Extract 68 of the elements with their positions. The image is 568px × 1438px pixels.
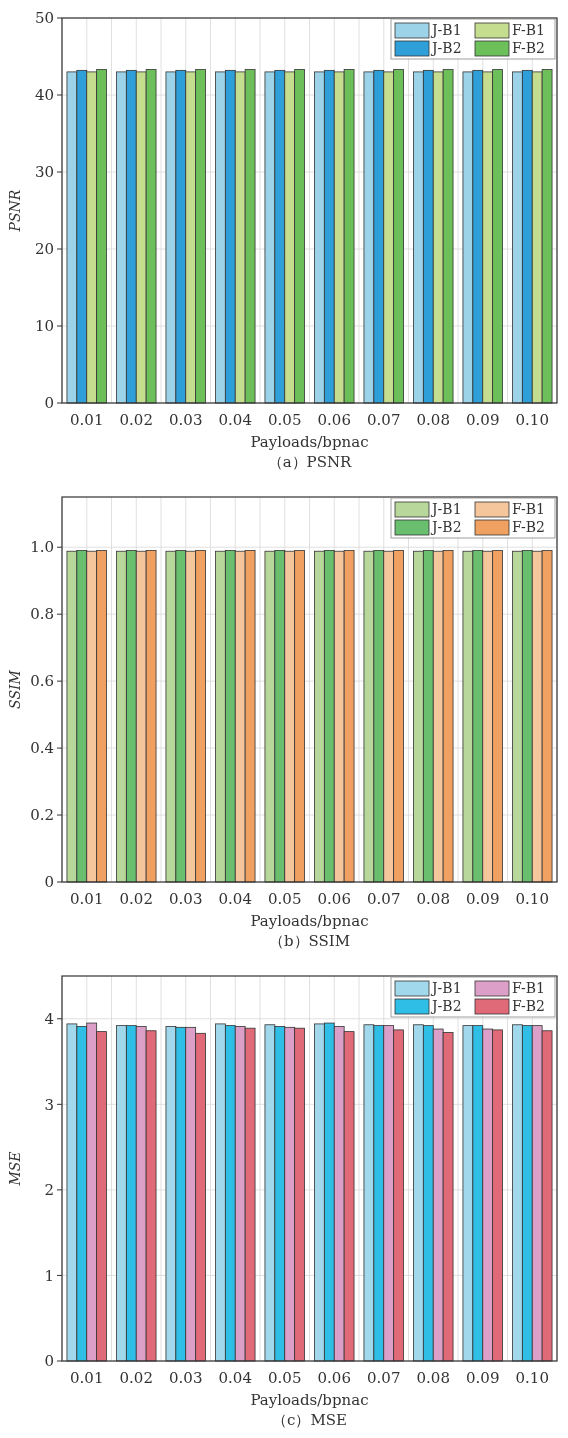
- x-tick-label: 0.03: [169, 890, 203, 908]
- x-tick-label: 0.05: [268, 411, 302, 429]
- x-tick-label: 0.03: [169, 411, 203, 429]
- x-tick-label: 0.07: [367, 411, 401, 429]
- x-tick-label: 0.01: [70, 1369, 104, 1387]
- x-tick-label: 0.04: [218, 411, 252, 429]
- x-tick-label: 0.09: [466, 890, 500, 908]
- x-tick-label: 0.10: [515, 1369, 549, 1387]
- legend-label: F-B2: [512, 998, 546, 1015]
- x-tick-label: 0.02: [119, 411, 153, 429]
- y-tick-label: 0.6: [30, 672, 54, 691]
- text: （a）PSNR: [267, 453, 353, 471]
- x-tick-label: 0.10: [515, 411, 549, 429]
- x-tick-label: 0.07: [367, 1369, 401, 1387]
- y-tick-label: 4: [44, 1010, 54, 1029]
- x-tick-label: 0.01: [70, 411, 104, 429]
- legend-label: F-B1: [512, 980, 546, 997]
- y-axis-title: SSIM: [7, 669, 23, 709]
- x-tick-label: 0.04: [218, 1369, 252, 1387]
- y-tick-label: 0: [44, 394, 54, 413]
- legend-label: J-B2: [430, 40, 462, 57]
- y-tick-label: 20: [34, 240, 54, 259]
- x-tick-label: 0.10: [515, 890, 549, 908]
- legend-label: J-B1: [430, 501, 462, 518]
- text: （b）SSIM: [268, 932, 351, 950]
- legend-label: F-B1: [512, 501, 546, 518]
- x-tick-label: 0.04: [218, 890, 252, 908]
- x-tick-label: 0.08: [416, 890, 450, 908]
- y-tick-label: 50: [34, 9, 54, 28]
- y-tick-label: 40: [34, 86, 54, 105]
- y-tick-label: 1: [44, 1266, 54, 1285]
- y-tick-label: 2: [44, 1181, 54, 1200]
- x-tick-label: 0.09: [466, 411, 500, 429]
- x-tick-label: 0.06: [317, 1369, 351, 1387]
- x-tick-label: 0.09: [466, 1369, 500, 1387]
- x-tick-label: 0.07: [367, 890, 401, 908]
- y-tick-label: 0.2: [30, 806, 54, 825]
- y-tick-label: 0.4: [30, 739, 54, 758]
- y-tick-label: 0.8: [30, 605, 54, 624]
- x-tick-label: 0.02: [119, 1369, 153, 1387]
- x-axis-title: Payloads/bpnac: [250, 912, 369, 930]
- legend-label: F-B1: [512, 22, 546, 39]
- legend-label: J-B1: [430, 22, 462, 39]
- y-tick-label: 10: [34, 317, 54, 336]
- legend-label: F-B2: [512, 519, 546, 536]
- x-tick-label: 0.03: [169, 1369, 203, 1387]
- y-axis-title: PSNR: [7, 189, 23, 233]
- text: （c）MSE: [272, 1411, 347, 1429]
- y-tick-label: 1.0: [30, 538, 54, 557]
- y-axis-title: MSE: [7, 1151, 23, 1187]
- y-tick-label: 0: [44, 1352, 54, 1371]
- y-tick-label: 3: [44, 1095, 54, 1114]
- x-tick-label: 0.01: [70, 890, 104, 908]
- legend-label: J-B1: [430, 980, 462, 997]
- legend-label: F-B2: [512, 40, 546, 57]
- legend-label: J-B2: [430, 519, 462, 536]
- x-tick-label: 0.05: [268, 890, 302, 908]
- x-tick-label: 0.06: [317, 411, 351, 429]
- x-axis-title: Payloads/bpnac: [250, 433, 369, 451]
- x-tick-label: 0.08: [416, 1369, 450, 1387]
- x-axis-title: Payloads/bpnac: [250, 1391, 369, 1409]
- y-tick-label: 0: [44, 873, 54, 892]
- x-tick-label: 0.06: [317, 890, 351, 908]
- x-tick-label: 0.05: [268, 1369, 302, 1387]
- x-tick-label: 0.02: [119, 890, 153, 908]
- y-tick-label: 30: [34, 163, 54, 182]
- legend-label: J-B2: [430, 998, 462, 1015]
- x-tick-label: 0.08: [416, 411, 450, 429]
